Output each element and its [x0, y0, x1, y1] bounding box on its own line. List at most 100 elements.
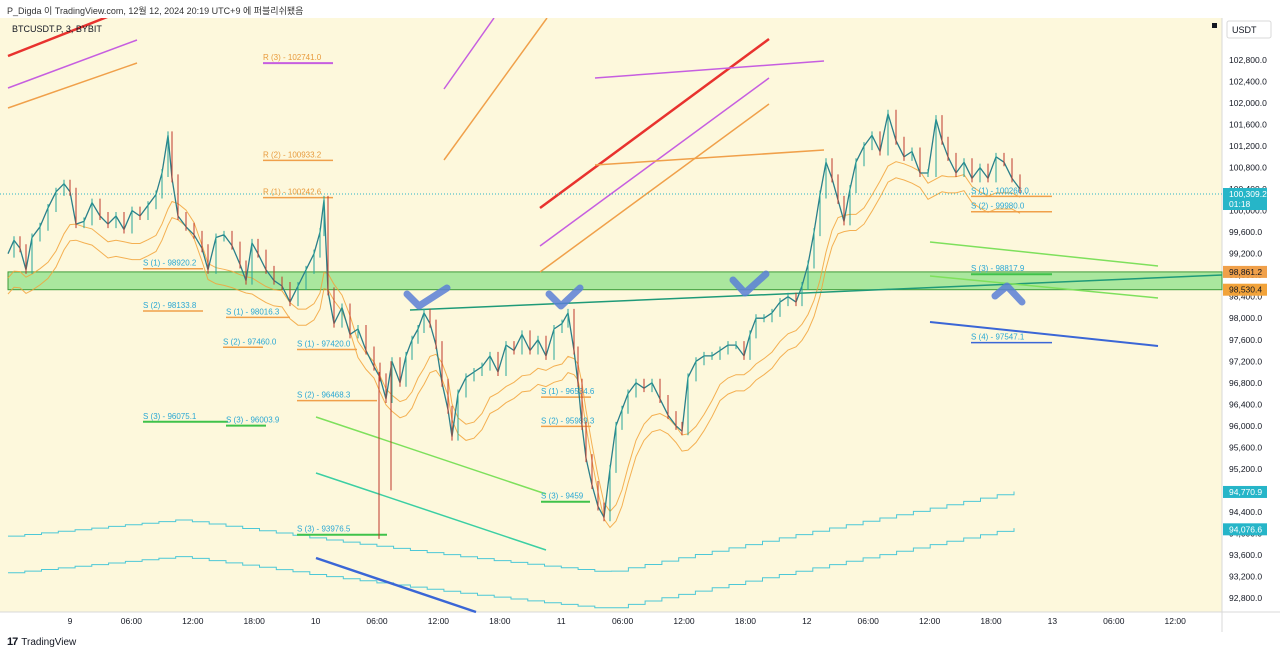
tradingview-logo-text: TradingView — [21, 636, 77, 648]
price-tick-label: 102,800.0 — [1229, 55, 1267, 65]
current-price-badge — [1223, 188, 1267, 211]
price-tick-label: 101,200.0 — [1229, 141, 1267, 151]
tradingview-logo[interactable]: 17 TradingView — [7, 636, 76, 648]
publish-caption-bar: P_Digda 이 TradingView.com, 12월 12, 2024 … — [0, 0, 1280, 18]
green-trendline[interactable] — [929, 241, 1159, 267]
price-tick-label: 93,200.0 — [1229, 571, 1262, 581]
price-tick-label: 97,200.0 — [1229, 356, 1262, 366]
pivot-level-label: S (3) - 96003.9 — [226, 416, 280, 425]
price-tick-label: 95,200.0 — [1229, 464, 1262, 474]
price-badge — [1223, 485, 1267, 498]
time-tick-label: 12 — [802, 616, 812, 626]
purple-trendline[interactable] — [594, 60, 825, 79]
time-tick-label: 18:00 — [244, 616, 266, 626]
pivot-level-label: S (4) - 97547.1 — [971, 333, 1025, 342]
check-mark-icon[interactable] — [729, 270, 770, 297]
price-badge-label: 98,530.4 — [1229, 285, 1262, 295]
lower-channel — [8, 491, 1015, 609]
time-tick-label: 06:00 — [612, 616, 634, 626]
time-axis[interactable]: 9 06:00 12:00 18:00 10 06:00 12:00 18:00 11 06:00… — [68, 616, 1186, 626]
square-marker-icon[interactable] — [1212, 23, 1217, 28]
price-tick-label: 100,800.0 — [1229, 163, 1267, 173]
orange-trendline[interactable] — [594, 149, 825, 166]
pivot-level-label: S (3) - 9459 — [541, 492, 584, 501]
envelopes — [7, 161, 1021, 529]
price-badge-label: 94,076.6 — [1229, 524, 1262, 534]
check-mark-icon[interactable] — [545, 284, 584, 310]
currency-button[interactable] — [1226, 20, 1272, 39]
tradingview-logo-icon: 17 — [7, 636, 18, 648]
teal-trendline[interactable] — [409, 274, 1223, 311]
price-tick-label: 98,400.0 — [1229, 292, 1262, 302]
pivot-level-label: S (1) - 97420.0 — [297, 339, 351, 348]
green-trendline[interactable] — [315, 416, 547, 495]
teal-trendline[interactable] — [315, 472, 547, 551]
price-axis-background — [1222, 18, 1280, 612]
price-badge — [1223, 265, 1267, 278]
check-mark-icon[interactable] — [403, 284, 451, 310]
pivot-level-label: R (2) - 100933.2 — [263, 150, 322, 159]
time-tick-label: 12:00 — [428, 616, 450, 626]
caret-up-icon[interactable] — [991, 282, 1026, 306]
price-tick-label: 102,000.0 — [1229, 98, 1267, 108]
pivot-level-label: S (3) - 98817.9 — [971, 264, 1025, 273]
pivot-level-label: R (1) - 100242.6 — [263, 188, 322, 197]
blue-trendline[interactable] — [929, 321, 1159, 347]
pivot-level-label: S (2) - 97460.0 — [223, 337, 277, 346]
current-price-label: 100,309.2 — [1229, 189, 1267, 199]
orange-trendline[interactable] — [7, 62, 138, 109]
publish-caption: P_Digda 이 TradingView.com, 12월 12, 2024 … — [7, 6, 304, 16]
symbol-label[interactable]: BTCUSDT.P, 3, BYBIT — [12, 24, 102, 34]
time-tick-label: 18:00 — [735, 616, 757, 626]
pivot-level-label: S (1) - 96534.6 — [541, 387, 595, 396]
blue-trendline[interactable] — [315, 556, 477, 614]
time-tick-label: 12:00 — [919, 616, 941, 626]
channel-upper — [8, 491, 1015, 572]
time-tick-label: 12:00 — [1165, 616, 1187, 626]
orange-trendline[interactable] — [539, 103, 770, 273]
price-chart[interactable]: R (3) - 102741.0 R (2) - 100933.2 R (1) - … — [0, 4, 1280, 632]
price-tick-label: 97,600.0 — [1229, 335, 1262, 345]
pivot-level-label: S (3) - 93976.5 — [297, 525, 351, 534]
purple-trendline[interactable] — [443, 17, 495, 90]
pivot-level-label: S (2) - 98133.8 — [143, 301, 197, 310]
pivot-level-label: S (1) - 98016.3 — [226, 307, 280, 316]
price-tick-label: 100,000.0 — [1229, 206, 1267, 216]
chart-area[interactable]: R (3) - 102741.0 R (2) - 100933.2 R (1) - … — [0, 4, 1280, 632]
time-tick-label: 18:00 — [980, 616, 1002, 626]
support-zone — [7, 271, 1223, 291]
pivot-level-label: S (2) - 99980.0 — [971, 202, 1025, 211]
time-tick-label: 10 — [311, 616, 321, 626]
pivot-level-label: S (1) - 98920.2 — [143, 259, 197, 268]
price-line — [7, 113, 1021, 518]
pivot-level-label: S (2) - 96468.3 — [297, 391, 351, 400]
time-tick-label: 06:00 — [1103, 616, 1125, 626]
purple-trendline[interactable] — [539, 77, 770, 247]
price-tick-label: 99,600.0 — [1229, 227, 1262, 237]
time-tick-label: 06:00 — [858, 616, 880, 626]
check-marks — [403, 270, 1026, 310]
pivot-level-label: S (2) - 95989.3 — [541, 416, 595, 425]
price-badge — [1223, 283, 1267, 296]
price-tick-label: 99,200.0 — [1229, 249, 1262, 259]
envelope-lower — [7, 177, 1021, 529]
currency-label[interactable]: USDT — [1232, 25, 1257, 35]
envelope-upper — [7, 161, 1021, 513]
price-badge-label: 94,770.9 — [1229, 487, 1262, 497]
footer-bar: 17 TradingView — [0, 632, 1280, 654]
time-tick-label: 12:00 — [182, 616, 204, 626]
green-trendline[interactable] — [929, 275, 1159, 299]
time-axis-background — [0, 612, 1280, 632]
price-tick-label: 96,000.0 — [1229, 421, 1262, 431]
price-tick-label: 95,600.0 — [1229, 442, 1262, 452]
purple-trendline[interactable] — [7, 39, 138, 89]
trendlines — [7, 4, 1223, 614]
pivot-level-label: R (3) - 102741.0 — [263, 53, 322, 62]
countdown-label: 01:18 — [1229, 199, 1251, 209]
channel-lower — [8, 528, 1015, 609]
orange-trendline[interactable] — [443, 17, 548, 161]
time-tick-label: 9 — [68, 616, 73, 626]
price-badges: 98,861.2 98,530.4 94,770.9 94,076.6 100,309.… — [1223, 188, 1267, 536]
price-badge-label: 98,861.2 — [1229, 267, 1262, 277]
pivot-level-label: S (1) - 100266.0 — [971, 186, 1029, 195]
